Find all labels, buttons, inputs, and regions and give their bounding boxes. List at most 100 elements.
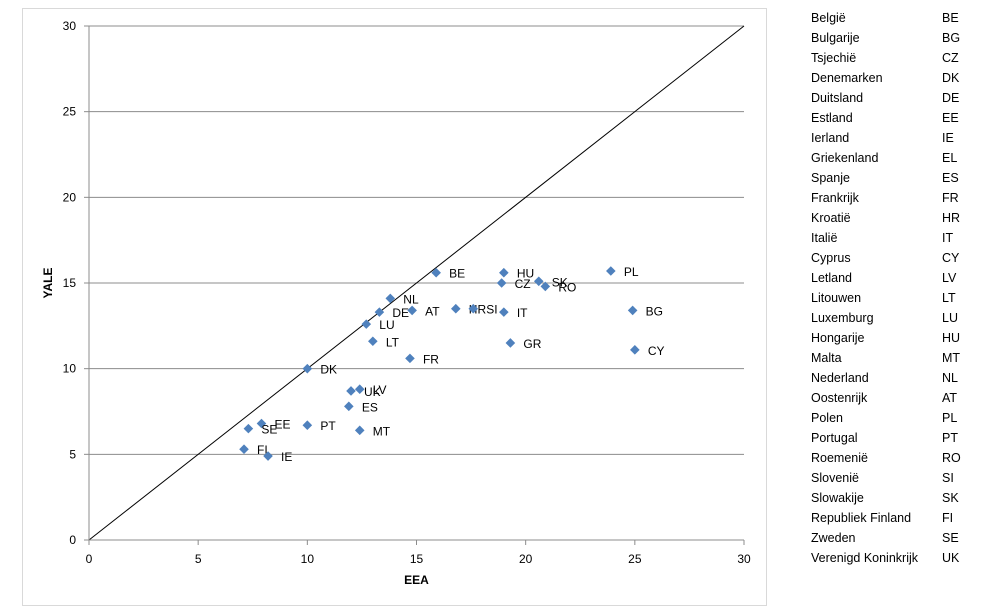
legend-country-name: Luxemburg bbox=[811, 311, 874, 325]
legend-country-name: Spanje bbox=[811, 171, 850, 185]
data-point-lt bbox=[368, 336, 378, 347]
data-point-lu bbox=[361, 319, 372, 329]
legend-country-code: IE bbox=[942, 131, 954, 145]
x-tick-label: 25 bbox=[628, 552, 642, 566]
data-point-lv bbox=[354, 384, 365, 395]
legend-country-code: CZ bbox=[942, 51, 959, 65]
data-label-gr: GR bbox=[523, 337, 541, 351]
reference-diagonal-line bbox=[88, 25, 745, 541]
data-label-ee: EE bbox=[274, 417, 290, 431]
data-point-hr bbox=[451, 303, 461, 314]
legend-country-name: Griekenland bbox=[811, 151, 879, 165]
legend-country-code: HU bbox=[942, 331, 961, 345]
data-point-it bbox=[499, 307, 509, 317]
data-point-nl bbox=[385, 293, 396, 304]
legend-country-code: LV bbox=[942, 271, 957, 285]
legend-country-name: Oostenrijk bbox=[811, 391, 868, 405]
legend-row: Frankrijk FR bbox=[806, 188, 991, 208]
legend-row: Ierland IE bbox=[806, 128, 991, 148]
data-label-es: ES bbox=[362, 400, 378, 414]
legend-country-code: EE bbox=[942, 111, 959, 125]
legend-country-name: Italië bbox=[811, 231, 838, 245]
legend-country-code: LT bbox=[942, 291, 956, 305]
legend-country-name: Frankrijk bbox=[811, 191, 859, 205]
legend-country-code: UK bbox=[942, 551, 960, 565]
data-point-bg bbox=[627, 305, 638, 316]
data-label-lt: LT bbox=[386, 335, 400, 349]
data-label-fr: FR bbox=[423, 352, 439, 366]
legend-country-name: Roemenië bbox=[811, 451, 868, 465]
data-point-cz bbox=[496, 278, 507, 288]
x-axis-title: EEA bbox=[404, 573, 429, 587]
legend-country-name: Estland bbox=[811, 111, 853, 125]
data-point-cy bbox=[630, 345, 640, 355]
data-label-se: SE bbox=[261, 423, 277, 437]
legend-row: Republiek Finland FI bbox=[806, 508, 991, 528]
legend-country-name: Slowakije bbox=[811, 491, 864, 505]
legend-row: Italië IT bbox=[806, 228, 991, 248]
data-point-sk bbox=[533, 276, 544, 287]
x-tick-label: 5 bbox=[195, 552, 202, 566]
x-tick-label: 15 bbox=[410, 552, 424, 566]
data-point-ie bbox=[263, 451, 273, 461]
legend-country-code: BG bbox=[942, 31, 961, 45]
legend-country-code: SE bbox=[942, 531, 959, 545]
legend-row: Letland LV bbox=[806, 268, 991, 288]
legend-row: Zweden SE bbox=[806, 528, 991, 548]
data-label-cy: CY bbox=[648, 344, 665, 358]
data-point-fi bbox=[239, 444, 249, 454]
y-axis-title: YALE bbox=[41, 268, 55, 299]
legend-row: Duitsland DE bbox=[806, 88, 991, 108]
legend-country-code: RO bbox=[942, 451, 961, 465]
legend-row: Slowakije SK bbox=[806, 488, 991, 508]
legend-country-code: SI bbox=[942, 471, 954, 485]
legend-row: Cyprus CY bbox=[806, 248, 991, 268]
data-point-si bbox=[468, 303, 479, 314]
legend-country-name: Litouwen bbox=[811, 291, 862, 305]
legend-country-code: HR bbox=[942, 211, 961, 225]
legend-country-name: Polen bbox=[811, 411, 843, 425]
legend-row: Portugal PT bbox=[806, 428, 991, 448]
data-label-bg: BG bbox=[646, 304, 663, 318]
legend-country-name: Denemarken bbox=[811, 71, 883, 85]
legend-row: Hongarije HU bbox=[806, 328, 991, 348]
legend-country-code: AT bbox=[942, 391, 958, 405]
y-tick-label: 25 bbox=[63, 105, 77, 119]
data-label-pl: PL bbox=[624, 265, 639, 279]
data-label-hu: HU bbox=[517, 267, 534, 281]
legend-row: Tsjechië CZ bbox=[806, 48, 991, 68]
legend-country-code: BE bbox=[942, 11, 959, 25]
legend-row: Denemarken DK bbox=[806, 68, 991, 88]
legend-country-code: ES bbox=[942, 171, 959, 185]
data-label-lv: LV bbox=[373, 383, 387, 397]
legend-country-name: België bbox=[811, 11, 846, 25]
data-point-pl bbox=[606, 266, 616, 276]
legend-country-name: Republiek Finland bbox=[811, 511, 912, 525]
legend-country-code: SK bbox=[942, 491, 959, 505]
x-tick-label: 20 bbox=[519, 552, 533, 566]
legend-country-name: Cyprus bbox=[811, 251, 851, 265]
legend-country-name: Tsjechië bbox=[811, 51, 857, 65]
y-tick-label: 0 bbox=[69, 533, 76, 547]
legend-country-code: CY bbox=[942, 251, 960, 265]
legend-country-name: Bulgarije bbox=[811, 31, 860, 45]
data-point-gr bbox=[505, 338, 516, 348]
data-label-mt: MT bbox=[373, 424, 391, 438]
legend-country-name: Verenigd Koninkrijk bbox=[811, 551, 919, 565]
data-label-uk: UK bbox=[364, 385, 381, 399]
data-point-pt bbox=[302, 420, 313, 431]
data-point-be bbox=[431, 267, 441, 278]
legend-country-code: FR bbox=[942, 191, 959, 205]
legend-country-name: Hongarije bbox=[811, 331, 865, 345]
data-label-pt: PT bbox=[320, 419, 336, 433]
legend-row: Verenigd Koninkrijk UK bbox=[806, 548, 991, 568]
legend-country-name: Malta bbox=[811, 351, 842, 365]
legend-row: Bulgarije BG bbox=[806, 28, 991, 48]
legend-country-name: Zweden bbox=[811, 531, 856, 545]
legend-country-name: Kroatië bbox=[811, 211, 851, 225]
y-tick-label: 15 bbox=[63, 276, 77, 290]
data-label-cz: CZ bbox=[515, 277, 531, 291]
legend-row: Spanje ES bbox=[806, 168, 991, 188]
legend-row: Kroatië HR bbox=[806, 208, 991, 228]
